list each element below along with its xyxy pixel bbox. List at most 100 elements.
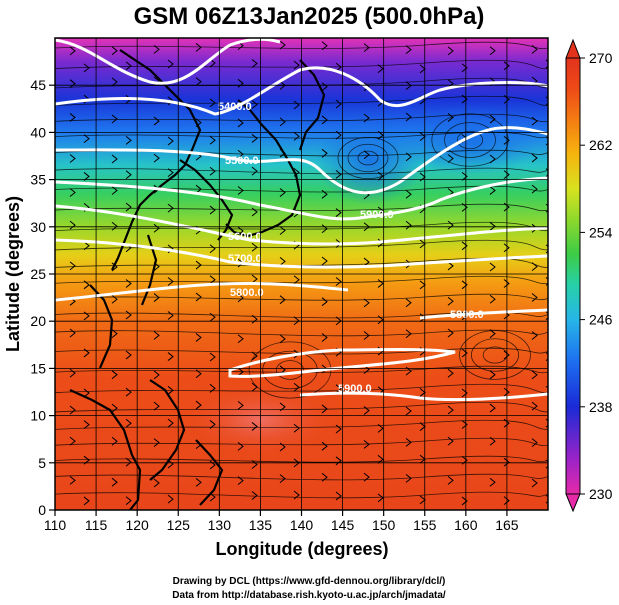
flow-arrow (461, 63, 468, 73)
flow-arrow (167, 418, 174, 428)
colorbar-scale (565, 57, 581, 495)
flow-arrow (503, 387, 510, 397)
flow-arrow (279, 474, 286, 484)
flow-arrow (377, 423, 384, 433)
flow-arrow (405, 329, 412, 339)
flow-arrow (83, 63, 90, 73)
flow-arrow (111, 370, 118, 380)
flow-arrow (279, 402, 286, 412)
circulation-loop (470, 338, 520, 372)
flow-arrow (531, 478, 538, 488)
flow-arrow (335, 384, 342, 394)
contour-5400 (55, 66, 548, 116)
flow-arrow (405, 474, 412, 483)
flow-arrow (153, 438, 160, 447)
flow-arrow (321, 148, 328, 158)
flow-arrow (125, 387, 132, 397)
flow-arrow (503, 202, 510, 212)
flow-arrow (237, 400, 244, 410)
flow-arrow (209, 420, 216, 429)
flow-arrow (335, 208, 342, 217)
colorbar-tick-label: 238 (589, 399, 613, 415)
circulation-loop (431, 113, 509, 167)
circulation-loop (337, 136, 399, 180)
flow-arrow (69, 188, 76, 197)
contour-label: 5400.0 (218, 101, 252, 113)
flow-arrow (209, 244, 216, 254)
flow-arrow (377, 279, 384, 288)
streamline (55, 113, 548, 123)
flow-arrow (293, 490, 300, 500)
flow-arrow (251, 134, 258, 143)
flow-arrow (531, 370, 538, 380)
flow-arrow (83, 172, 90, 181)
x-tick-label: 135 (249, 517, 273, 533)
contour-labels: 5400.0 5500.0 5600.0 5700.0 5800.0 5800.… (218, 101, 484, 395)
y-tick-label: 30 (30, 219, 46, 235)
x-tick-label: 125 (167, 517, 191, 533)
flow-arrow (153, 370, 160, 380)
colorbar-tick-label: 254 (589, 224, 613, 240)
contour-5300 (55, 38, 281, 85)
flow-arrow (111, 221, 118, 231)
flow-arrow (69, 475, 76, 485)
flow-arrow (447, 154, 454, 163)
flow-arrow (69, 261, 76, 271)
flow-arrow (363, 298, 370, 308)
flow-arrow (195, 77, 202, 86)
contour-5500 (55, 126, 548, 195)
flow-arrow (279, 365, 286, 375)
y-tick-label: 40 (30, 124, 46, 140)
flow-arrow (153, 116, 160, 126)
y-tick-label: 0 (38, 502, 46, 518)
flow-arrow (111, 403, 118, 413)
streamline (55, 383, 548, 394)
flow-arrow (461, 94, 468, 104)
streamline (55, 365, 548, 374)
flow-arrow (335, 169, 342, 179)
flow-arrow (279, 188, 286, 197)
flow-arrow (125, 457, 132, 467)
flow-arrow (531, 262, 538, 271)
flow-arrow (489, 221, 496, 231)
colorbar-tick-label: 262 (589, 137, 613, 153)
flow-arrow (237, 149, 244, 159)
flow-arrow (335, 456, 342, 466)
flow-arrow (69, 436, 76, 446)
contour-label: 5800.0 (450, 309, 484, 321)
flow-arrow (489, 46, 496, 56)
flow-arrow (209, 98, 216, 108)
flow-arrow (293, 423, 300, 433)
flow-arrow (377, 454, 384, 464)
flow-arrow (251, 460, 258, 469)
warm-anomaly (180, 382, 340, 458)
flow-arrow (363, 150, 370, 160)
streamline (55, 401, 548, 413)
flow-arrow (111, 436, 118, 446)
flow-arrow (321, 82, 328, 92)
flow-arrow (167, 277, 174, 286)
flow-arrow (377, 493, 384, 503)
flow-arrow (447, 113, 454, 122)
contour-label: 5900.0 (338, 383, 372, 395)
colorbar-ticks: 230 238 246 254 262 270 (580, 50, 613, 502)
x-tick-label: 130 (208, 517, 232, 533)
flow-arrow (69, 368, 76, 378)
flow-arrow (503, 496, 510, 506)
flow-arrow (461, 388, 468, 398)
streamline (55, 455, 548, 463)
circulation-loop (357, 150, 379, 166)
flow-arrow (461, 172, 468, 181)
streamline (55, 437, 548, 446)
flow-arrow (125, 170, 132, 180)
flow-arrow (209, 312, 216, 322)
flow-arrow (335, 62, 342, 72)
flow-arrow (209, 383, 216, 393)
flow-arrow (335, 99, 342, 109)
flow-arrow (251, 242, 258, 252)
flow-arrow (111, 154, 118, 164)
flow-arrow (83, 388, 90, 398)
flow-arrow (447, 368, 454, 378)
flow-arrow (237, 367, 244, 377)
